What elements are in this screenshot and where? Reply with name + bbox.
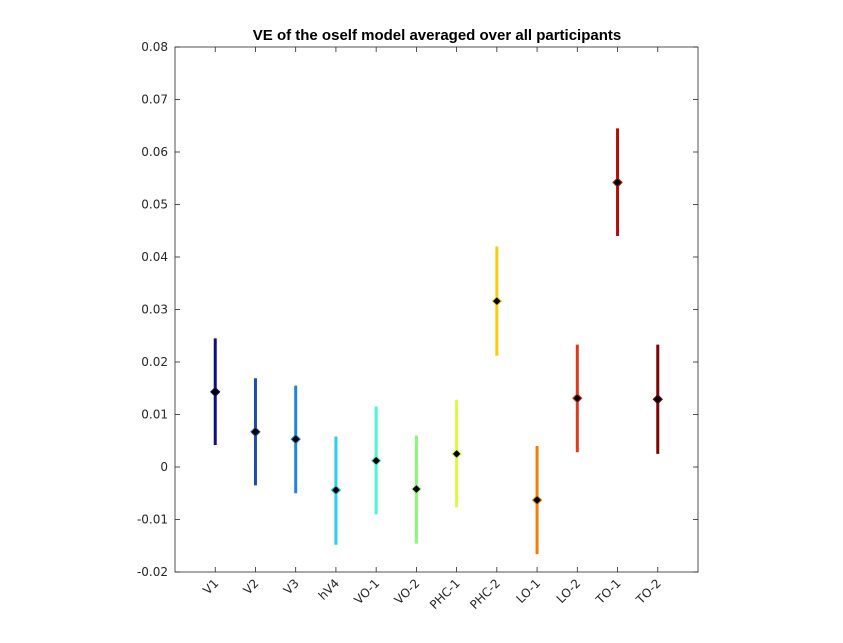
data-point-phc-1 bbox=[451, 448, 462, 460]
chart-title: VE of the oself model averaged over all … bbox=[253, 27, 621, 44]
y-tick-label: 0.03 bbox=[141, 303, 168, 317]
y-tick-label: 0.01 bbox=[141, 408, 168, 422]
data-point-vo-1 bbox=[370, 455, 382, 466]
data-point-to-1 bbox=[612, 177, 623, 188]
x-tick-label: TO-1 bbox=[592, 576, 623, 607]
plot-area bbox=[175, 47, 698, 572]
x-tick-label: LO-1 bbox=[513, 576, 543, 606]
data-point-to-2 bbox=[652, 394, 663, 405]
data-point-phc-2 bbox=[491, 295, 503, 307]
x-tick-label: V2 bbox=[240, 576, 261, 597]
y-tick-label: -0.02 bbox=[137, 565, 168, 579]
x-tick-label: PHC-2 bbox=[467, 576, 503, 612]
data-point-v1 bbox=[210, 386, 221, 398]
x-tick-label: VO-1 bbox=[351, 576, 382, 607]
data-point-v2 bbox=[250, 426, 261, 438]
y-axis: -0.02 -0.01 0 0.01 0.02 0.03 0.04 0.05 0.06 0.07 0… bbox=[137, 40, 698, 579]
data-point-hv4 bbox=[330, 484, 342, 496]
x-tick-label: hV4 bbox=[316, 576, 342, 602]
y-tick-label: 0.08 bbox=[141, 40, 168, 54]
data-markers bbox=[210, 177, 663, 506]
x-tick-label: V3 bbox=[281, 576, 302, 597]
y-tick-label: 0 bbox=[160, 460, 168, 474]
x-tick-label: V1 bbox=[200, 576, 221, 597]
y-tick-label: 0.05 bbox=[141, 198, 168, 212]
data-point-vo-2 bbox=[411, 483, 422, 495]
y-tick-label: 0.04 bbox=[141, 250, 168, 264]
plot-background bbox=[175, 47, 698, 572]
data-point-lo-2 bbox=[572, 393, 583, 404]
x-tick-label: LO-2 bbox=[554, 576, 584, 606]
data-point-v3 bbox=[290, 433, 301, 445]
y-tick-label: 0.06 bbox=[141, 145, 168, 159]
plot-frame bbox=[174, 46, 699, 573]
x-tick-label: TO-2 bbox=[633, 576, 664, 607]
x-tick-label: VO-2 bbox=[392, 576, 423, 607]
y-tick-label: 0.02 bbox=[141, 355, 168, 369]
data-point-lo-1 bbox=[531, 494, 543, 506]
x-tick-label: PHC-1 bbox=[427, 576, 463, 612]
y-tick-label: 0.07 bbox=[141, 93, 168, 107]
y-tick-label: -0.01 bbox=[137, 513, 168, 527]
